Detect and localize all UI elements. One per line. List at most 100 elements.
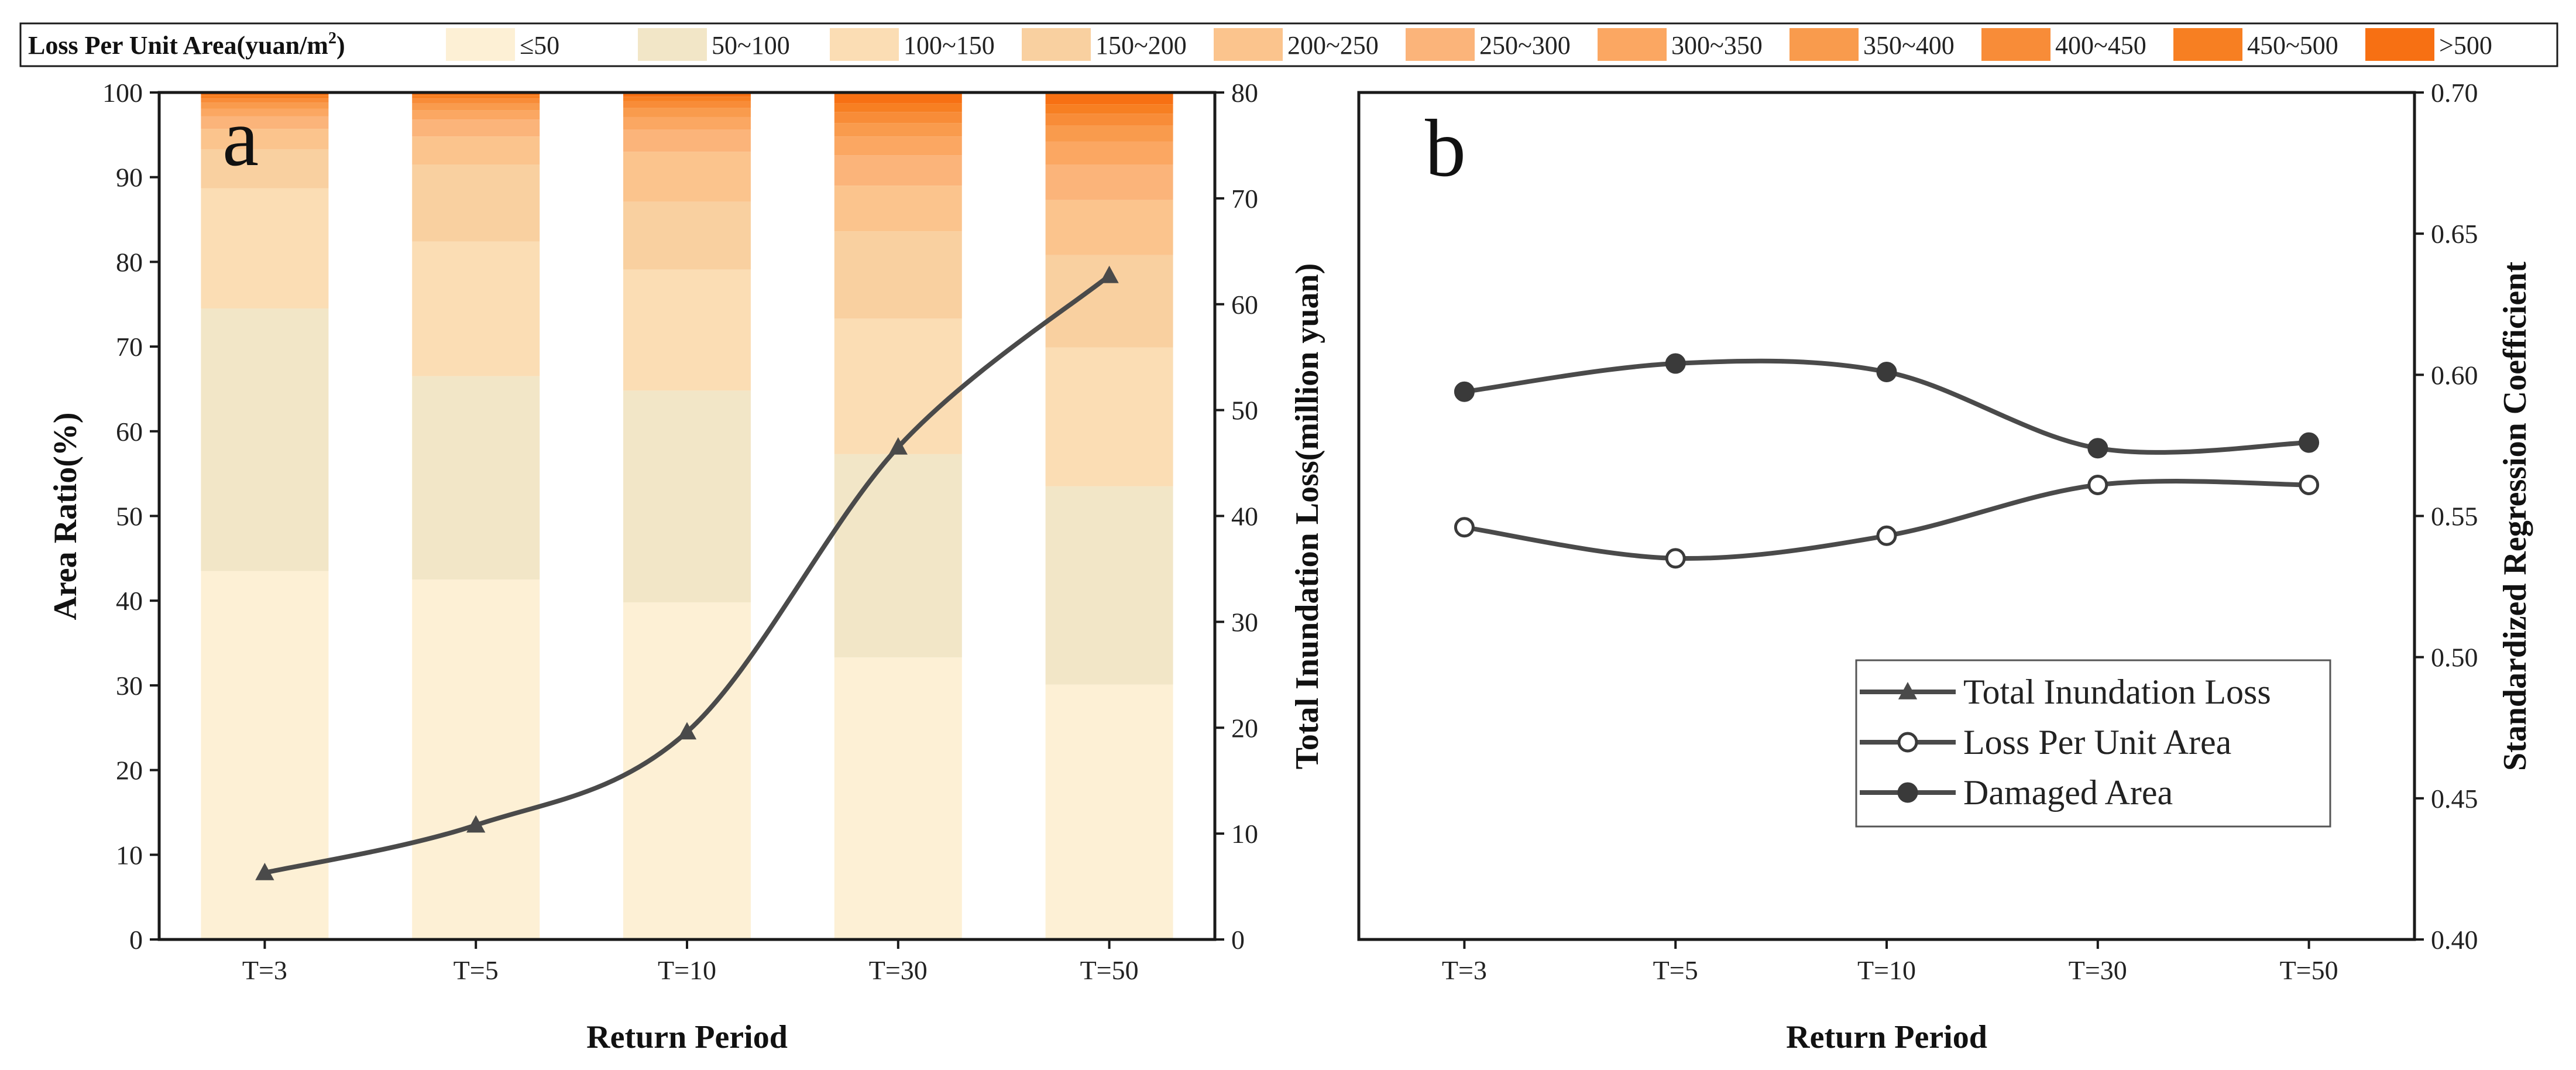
loss-per-unit-area-marker-T=10 xyxy=(1876,525,1897,546)
bar-segment-T=5-3 xyxy=(412,164,540,242)
bar-segment-T=3-4 xyxy=(201,129,329,149)
a-ytick-label: 50 xyxy=(116,502,143,531)
a-xtick-label: T=10 xyxy=(658,955,716,985)
a-y2tick-label: 0 xyxy=(1231,925,1245,955)
damaged-area-marker-T=30 xyxy=(2087,438,2108,459)
damaged-area-marker-T=50 xyxy=(2299,432,2320,453)
panel-a-total-loss-line xyxy=(255,265,1119,880)
bin-legend-label-7: 350~400 xyxy=(1863,31,1955,60)
b-ytick-label: 0.65 xyxy=(2431,219,2478,249)
panel-a-y-axis: 0 10 20 30 40 50 60 70 80 90 100 xyxy=(102,78,159,955)
b-xtick-label: T=30 xyxy=(2069,955,2127,985)
bar-segment-T=3-3 xyxy=(201,149,329,188)
total-loss-marker-T=10 xyxy=(677,722,697,740)
bin-legend-swatch-2 xyxy=(830,28,899,61)
bar-segment-T=5-6 xyxy=(412,110,540,120)
panel-b-series-legend: Total Inundation Loss Loss Per Unit Area D… xyxy=(1855,659,2331,828)
a-y2tick-label: 40 xyxy=(1231,502,1258,531)
bar-segment-T=30-3 xyxy=(834,231,962,319)
bin-legend-title: Loss Per Unit Area(yuan/m2) xyxy=(28,29,345,60)
bin-legend-swatch-5 xyxy=(1406,28,1475,61)
bin-legend-items: ≤50 50~100 100~150 150~200 200~250 250~300 300… xyxy=(446,28,2492,61)
a-ytick-label: 30 xyxy=(116,671,143,701)
bar-segment-T=50-0 xyxy=(1045,684,1173,939)
a-y2tick-label: 30 xyxy=(1231,607,1258,637)
bar-segment-T=3-8 xyxy=(201,98,329,103)
panel-a-letter: a xyxy=(222,92,259,183)
loss-per-unit-area-marker-T=5 xyxy=(1665,548,1686,569)
bar-segment-T=30-6 xyxy=(834,136,962,156)
b-ytick-label: 0.40 xyxy=(2431,925,2478,955)
panel-a: 0 10 20 30 40 50 60 70 80 90 100 0 10 20 30 40 50 60 70 80… xyxy=(47,78,1325,1055)
bar-segment-T=5-8 xyxy=(412,98,540,104)
bar-segment-T=3-1 xyxy=(201,308,329,571)
bar-segment-T=30-9 xyxy=(834,103,962,112)
legend-label-damaged-area: Damaged Area xyxy=(1963,773,2173,812)
bin-legend-swatch-7 xyxy=(1790,28,1859,61)
loss-per-unit-area-marker-T=3 xyxy=(1454,517,1475,538)
bar-segment-T=50-2 xyxy=(1045,347,1173,486)
bar-segment-T=3-9 xyxy=(201,95,329,99)
bar-segment-T=10-10 xyxy=(623,92,751,97)
a-y2tick-label: 80 xyxy=(1231,78,1258,108)
bar-segment-T=10-0 xyxy=(623,602,751,939)
legend-label-loss-per-unit-area: Loss Per Unit Area xyxy=(1963,723,2231,762)
a-xtick-label: T=5 xyxy=(454,955,499,985)
bar-segment-T=30-10 xyxy=(834,92,962,104)
total-loss-marker-T=3 xyxy=(255,863,274,880)
panel-b-lines xyxy=(1454,353,2320,569)
b-ytick-label: 0.60 xyxy=(2431,360,2478,390)
bin-legend: Loss Per Unit Area(yuan/m2) ≤50 50~100 100… xyxy=(19,22,2558,67)
loss-per-unit-area-marker-T=50 xyxy=(2299,474,2320,495)
bar-segment-T=5-4 xyxy=(412,136,540,164)
bar-segment-T=30-0 xyxy=(834,657,962,939)
legend-marker-damaged-area xyxy=(1897,782,1918,803)
a-y2tick-label: 10 xyxy=(1231,819,1258,849)
damaged-area-marker-T=3 xyxy=(1454,381,1475,402)
bar-segment-T=50-10 xyxy=(1045,92,1173,105)
bin-legend-label-8: 400~450 xyxy=(2055,31,2146,60)
a-ytick-label: 60 xyxy=(116,417,143,447)
a-y2tick-label: 60 xyxy=(1231,290,1258,320)
b-ytick-label: 0.55 xyxy=(2431,502,2478,531)
bar-segment-T=3-6 xyxy=(201,108,329,116)
b-ytick-label: 0.70 xyxy=(2431,78,2478,108)
panel-b-y2-title: Standardized Regression Coefficient xyxy=(2497,262,2533,771)
bin-legend-swatch-1 xyxy=(638,28,707,61)
bin-legend-label-6: 300~350 xyxy=(1671,31,1763,60)
b-ytick-label: 0.45 xyxy=(2431,784,2478,814)
panel-b-x-title: Return Period xyxy=(1786,1019,1987,1055)
damaged-area-marker-T=10 xyxy=(1876,362,1897,383)
panel-a-x-title: Return Period xyxy=(586,1019,788,1055)
a-ytick-label: 0 xyxy=(129,925,143,955)
bar-segment-T=10-7 xyxy=(623,108,751,117)
bar-segment-T=10-8 xyxy=(623,101,751,108)
bar-segment-T=50-5 xyxy=(1045,164,1173,200)
panel-a-stacked-bars xyxy=(201,92,1173,939)
a-xtick-label: T=3 xyxy=(242,955,287,985)
bar-segment-T=5-9 xyxy=(412,95,540,99)
bar-segment-T=30-1 xyxy=(834,454,962,658)
bar-segment-T=50-8 xyxy=(1045,114,1173,126)
bar-segment-T=30-2 xyxy=(834,318,962,454)
b-ytick-label: 0.50 xyxy=(2431,643,2478,673)
bin-legend-swatch-9 xyxy=(2173,28,2242,61)
bar-segment-T=10-3 xyxy=(623,201,751,270)
panel-b-y-axis: 0.40 0.45 0.50 0.55 0.60 0.65 0.70 xyxy=(2414,78,2478,955)
bar-segment-T=30-5 xyxy=(834,155,962,186)
bin-legend-swatch-10 xyxy=(2365,28,2434,61)
bar-segment-T=5-1 xyxy=(412,376,540,580)
a-ytick-label: 90 xyxy=(116,163,143,193)
legend-label-total-inundation-loss: Total Inundation Loss xyxy=(1963,673,2271,711)
panel-a-y-title: Area Ratio(%) xyxy=(47,412,84,620)
bin-legend-label-4: 200~250 xyxy=(1287,31,1379,60)
bar-segment-T=30-7 xyxy=(834,123,962,137)
bar-segment-T=10-9 xyxy=(623,97,751,101)
bar-segment-T=10-1 xyxy=(623,390,751,603)
b-xtick-label: T=50 xyxy=(2280,955,2338,985)
bar-segment-T=30-8 xyxy=(834,112,962,124)
a-ytick-label: 20 xyxy=(116,756,143,786)
bin-legend-swatch-3 xyxy=(1022,28,1091,61)
bar-segment-T=50-7 xyxy=(1045,125,1173,142)
